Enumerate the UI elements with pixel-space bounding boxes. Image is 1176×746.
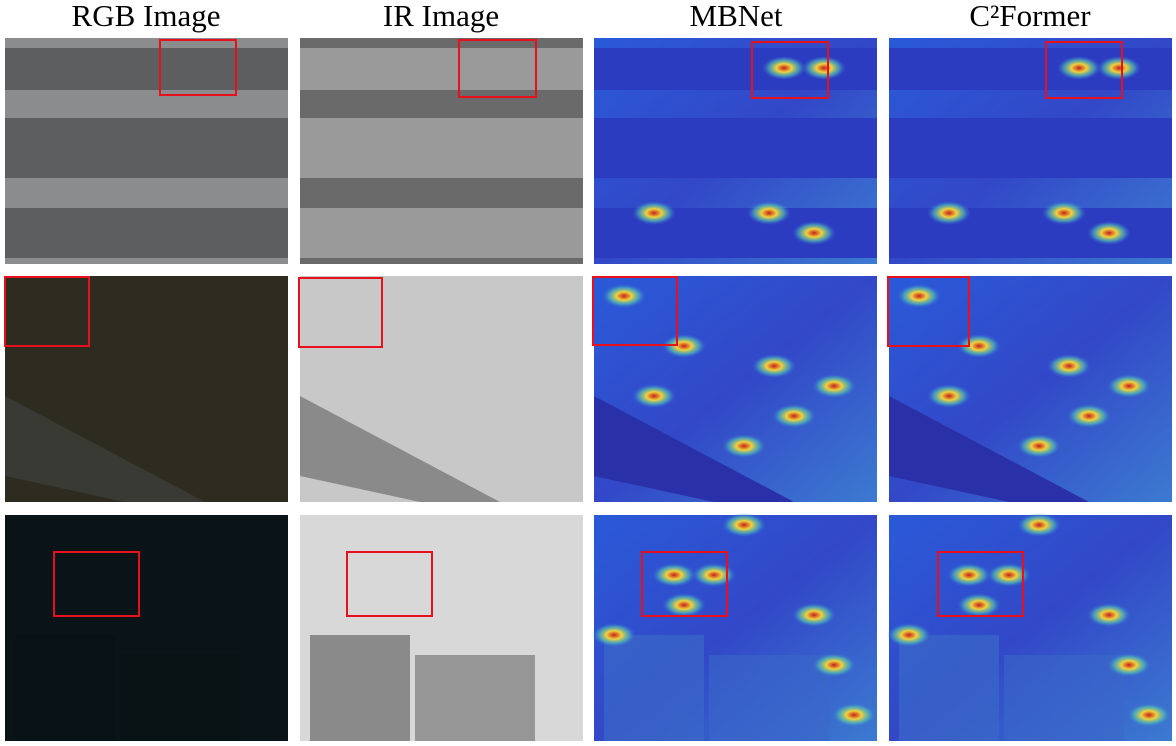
heat-spot xyxy=(772,404,816,428)
heat-spot xyxy=(592,623,636,647)
road xyxy=(889,118,1172,178)
image-panel xyxy=(889,38,1172,264)
road xyxy=(300,118,583,178)
image-panel xyxy=(887,276,1172,502)
image-panel xyxy=(5,515,288,741)
column-header: IR Image xyxy=(383,0,499,33)
heat-spot xyxy=(632,201,676,225)
highlight-box xyxy=(53,551,140,617)
building xyxy=(604,635,704,741)
road xyxy=(889,396,1089,502)
heat-spot xyxy=(1107,374,1151,398)
road xyxy=(300,208,583,258)
building xyxy=(1004,655,1124,741)
heat-spot xyxy=(812,653,856,677)
road xyxy=(5,118,288,178)
heat-spot xyxy=(752,354,796,378)
building xyxy=(120,655,240,741)
highlight-box xyxy=(937,551,1024,617)
heat-spot xyxy=(987,563,1031,587)
heat-spot xyxy=(957,593,1001,617)
highlight-box xyxy=(298,277,383,348)
heat-spot xyxy=(1057,56,1101,80)
heat-spot xyxy=(1017,513,1061,537)
highlight-box xyxy=(751,41,829,99)
road xyxy=(300,48,583,90)
image-panel xyxy=(592,276,877,502)
heat-spot xyxy=(1017,434,1061,458)
road xyxy=(5,208,288,258)
heat-spot xyxy=(692,563,736,587)
column-header: MBNet xyxy=(690,0,783,33)
heat-spot xyxy=(897,284,941,308)
heat-spot xyxy=(802,56,846,80)
heat-spot xyxy=(762,56,806,80)
image-panel xyxy=(300,38,583,264)
heat-spot xyxy=(792,221,836,245)
heat-spot xyxy=(1042,201,1086,225)
road xyxy=(5,396,205,502)
heat-spot xyxy=(947,563,991,587)
heat-spot xyxy=(1097,56,1141,80)
building xyxy=(709,655,829,741)
road xyxy=(5,48,288,90)
heat-spot xyxy=(792,603,836,627)
heat-spot xyxy=(632,384,676,408)
image-panel xyxy=(298,276,583,502)
image-panel xyxy=(4,276,288,502)
heat-spot xyxy=(1107,653,1151,677)
column-header: C²Former xyxy=(969,0,1091,33)
heat-spot xyxy=(1087,603,1131,627)
building xyxy=(899,635,999,741)
image-panel xyxy=(300,515,583,741)
heat-spot xyxy=(722,434,766,458)
image-panel xyxy=(5,38,288,264)
heat-spot xyxy=(887,623,931,647)
highlight-box xyxy=(1045,41,1123,99)
heat-spot xyxy=(927,384,971,408)
highlight-box xyxy=(592,276,678,346)
image-panel xyxy=(594,38,877,264)
heat-spot xyxy=(1047,354,1091,378)
heat-spot xyxy=(602,284,646,308)
heat-spot xyxy=(1067,404,1111,428)
image-panel xyxy=(592,513,877,741)
heat-spot xyxy=(652,563,696,587)
highlight-box xyxy=(887,276,970,347)
heat-spot xyxy=(662,593,706,617)
road xyxy=(300,396,500,502)
heat-spot xyxy=(662,334,706,358)
road xyxy=(594,396,794,502)
road xyxy=(594,118,877,178)
image-panel xyxy=(887,513,1172,741)
building xyxy=(15,635,115,741)
heat-spot xyxy=(832,703,876,727)
heat-spot xyxy=(812,374,856,398)
heat-spot xyxy=(1127,703,1171,727)
highlight-box xyxy=(641,551,728,617)
highlight-box xyxy=(4,276,90,347)
column-header: RGB Image xyxy=(72,0,221,33)
highlight-box xyxy=(159,39,237,96)
heat-spot xyxy=(927,201,971,225)
heat-spot xyxy=(1087,221,1131,245)
highlight-box xyxy=(458,39,537,98)
heat-spot xyxy=(722,513,766,537)
building xyxy=(310,635,410,741)
heat-spot xyxy=(747,201,791,225)
building xyxy=(415,655,535,741)
highlight-box xyxy=(346,551,433,617)
